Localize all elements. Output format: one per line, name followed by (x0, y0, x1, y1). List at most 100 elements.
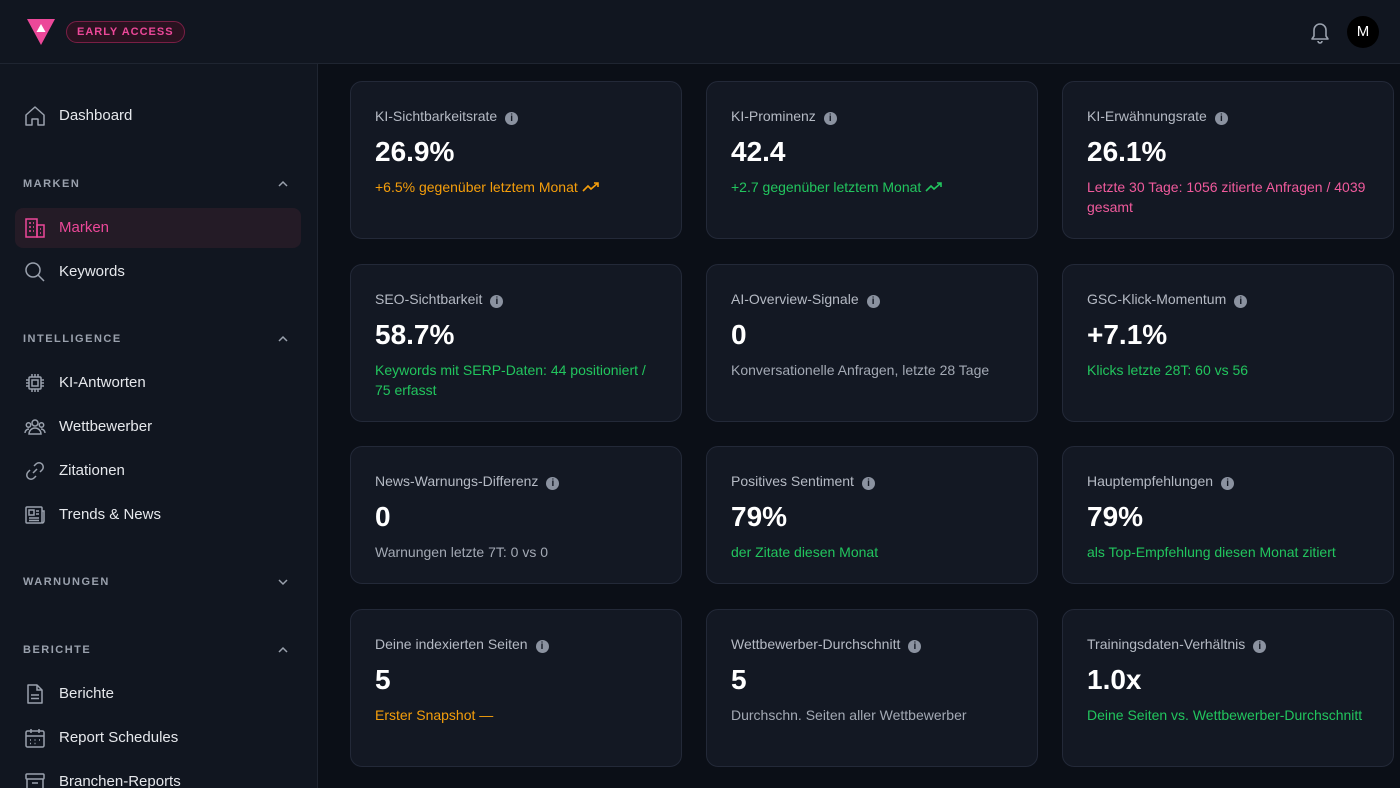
sidebar-item-label: Report Schedules (59, 729, 179, 746)
calendar-icon (25, 729, 45, 748)
sidebar-item-label: Marken (59, 219, 110, 236)
metric-value: 5 (375, 664, 391, 695)
metric-value: 79% (1087, 501, 1144, 532)
metric-title-text: AI-Overview-Signale (731, 291, 859, 307)
metric-value: 26.9% (375, 136, 455, 167)
metric-subtext: Klicks letzte 28T: 60 vs 56 (1087, 360, 1377, 380)
metric-title-text: KI-Prominenz (731, 108, 816, 124)
info-icon[interactable]: i (535, 640, 549, 653)
metric-subtext-text: Deine Seiten vs. Wettbewerber-Durchschni… (1087, 707, 1363, 723)
sidebar-item-trends-news[interactable]: Trends & News (15, 495, 301, 535)
sidebar-item-wettbewerber[interactable]: Wettbewerber (15, 407, 301, 447)
sidebar-item-berichte[interactable]: Berichte (15, 674, 301, 714)
sidebar: Dashboard MARKEN Marken Keywords INTELLI… (0, 64, 318, 788)
metric-subtext-text: als Top-Empfehlung diesen Monat zitiert (1087, 544, 1336, 560)
metric-value: 0 (731, 319, 747, 350)
sidebar-item-label: Keywords (59, 263, 125, 280)
info-icon[interactable]: i (1253, 640, 1267, 653)
section-header-berichte[interactable]: BERICHTE (23, 640, 293, 660)
metric-subtext-text: Klicks letzte 28T: 60 vs 56 (1087, 362, 1249, 378)
section-header-warnungen[interactable]: WARNUNGEN (23, 572, 293, 592)
sidebar-item-label: Berichte (59, 685, 115, 702)
sidebar-item-label: Wettbewerber (59, 418, 153, 435)
metric-subtext: als Top-Empfehlung diesen Monat zitiert (1087, 542, 1377, 562)
metric-value: 42.4 (731, 136, 786, 167)
brand-logo-icon[interactable] (27, 19, 55, 45)
trending-up-icon (582, 182, 599, 192)
cpu-chip-icon (26, 374, 44, 392)
sidebar-item-keywords[interactable]: Keywords (15, 252, 301, 292)
metric-value: 26.1% (1087, 136, 1167, 167)
metric-card: Deine indexierten Seiten i 5 Erster Snapsho… (350, 609, 682, 767)
early-access-badge: EARLY ACCESS (66, 21, 185, 43)
trending-up-icon (925, 182, 943, 192)
metric-value: +7.1% (1087, 319, 1168, 350)
info-icon[interactable]: i (1221, 477, 1235, 490)
info-icon[interactable]: i (908, 640, 922, 653)
metric-subtext-text: Erster Snapshot — (375, 707, 494, 723)
chevron-down-icon (278, 579, 288, 586)
metric-subtext-text: Letzte 30 Tage: 1056 zitierte Anfragen /… (1087, 179, 1366, 215)
metric-subtext-text: Warnungen letzte 7T: 0 vs 0 (375, 544, 549, 560)
info-icon[interactable]: i (1234, 295, 1248, 308)
metric-title-text: News-Warnungs-Differenz (375, 473, 539, 489)
metric-value: 58.7% (375, 319, 455, 350)
metric-title: Wettbewerber-Durchschnitt i (731, 636, 922, 653)
metric-subtext: Erster Snapshot — (375, 705, 665, 725)
metric-subtext-text: der Zitate diesen Monat (731, 544, 879, 560)
metric-card: KI-Sichtbarkeitsrate i 26.9% +6.5% gegenübe… (350, 81, 682, 239)
metric-subtext: Letzte 30 Tage: 1056 zitierte Anfragen /… (1087, 177, 1377, 217)
chevron-up-icon (278, 180, 288, 187)
users-group-icon (24, 419, 46, 435)
metric-subtext-text: +2.7 gegenüber letztem Monat (731, 179, 922, 195)
notification-bell-icon[interactable] (1309, 20, 1331, 44)
newspaper-icon (25, 506, 45, 524)
metric-subtext-text: +6.5% gegenüber letztem Monat (375, 179, 578, 195)
sidebar-item-label: Branchen-Reports (59, 773, 181, 788)
metric-title-text: Hauptempfehlungen (1087, 473, 1214, 489)
metric-title-text: Trainingsdaten-Verhältnis (1087, 636, 1246, 652)
metric-subtext: +2.7 gegenüber letztem Monat (731, 177, 1021, 197)
search-icon (25, 262, 45, 282)
metric-title-text: Wettbewerber-Durchschnitt (731, 636, 901, 652)
info-icon[interactable]: i (823, 112, 837, 125)
section-header-intelligence[interactable]: INTELLIGENCE (23, 329, 293, 349)
building-icon (25, 218, 45, 238)
user-avatar[interactable]: M (1347, 16, 1379, 48)
metric-card: SEO-Sichtbarkeit i 58.7% Keywords mit SERP-… (350, 264, 682, 422)
metric-title-text: GSC-Klick-Momentum (1087, 291, 1227, 307)
info-icon[interactable]: i (1214, 112, 1228, 125)
info-icon[interactable]: i (866, 295, 880, 308)
sidebar-item-report-schedules[interactable]: Report Schedules (15, 718, 301, 758)
metric-title: KI-Erwähnungsrate i (1087, 108, 1228, 125)
section-header-marken[interactable]: MARKEN (23, 174, 293, 194)
sidebar-item-ki-antworten[interactable]: KI-Antworten (15, 363, 301, 403)
chevron-up-icon (278, 646, 288, 653)
link-icon (26, 462, 44, 480)
metric-value: 1.0x (1087, 664, 1142, 695)
metric-value: 79% (731, 501, 788, 532)
sidebar-item-branchen-reports[interactable]: Branchen-Reports (15, 762, 301, 788)
sidebar-item-marken[interactable]: Marken (15, 208, 301, 248)
metric-value: 0 (375, 501, 391, 532)
metric-card: GSC-Klick-Momentum i +7.1% Klicks letzte 28… (1062, 264, 1394, 422)
sidebar-item-label: Trends & News (59, 506, 161, 523)
info-icon[interactable]: i (505, 112, 519, 125)
info-icon[interactable]: i (861, 477, 875, 490)
info-icon[interactable]: i (490, 295, 504, 308)
metric-title-text: SEO-Sichtbarkeit (375, 291, 483, 307)
top-bar: EARLY ACCESS M (0, 0, 1400, 64)
metric-subtext: Deine Seiten vs. Wettbewerber-Durchschni… (1087, 705, 1377, 725)
metric-subtext: Keywords mit SERP-Daten: 44 positioniert… (375, 360, 665, 400)
metric-title-text: Positives Sentiment (731, 473, 854, 489)
metric-title: News-Warnungs-Differenz i (375, 473, 560, 490)
sidebar-item-zitationen[interactable]: Zitationen (15, 451, 301, 491)
metric-subtext-text: Keywords mit SERP-Daten: 44 positioniert… (375, 362, 646, 398)
scrollbar[interactable] (1394, 64, 1400, 788)
archive-icon (25, 773, 45, 788)
metric-title-text: KI-Erwähnungsrate (1087, 108, 1207, 124)
sidebar-item-dashboard[interactable]: Dashboard (15, 96, 301, 136)
metric-card: KI-Erwähnungsrate i 26.1% Letzte 30 Tage: 1… (1062, 81, 1394, 239)
info-icon[interactable]: i (546, 477, 560, 490)
metric-subtext: +6.5% gegenüber letztem Monat (375, 177, 665, 197)
